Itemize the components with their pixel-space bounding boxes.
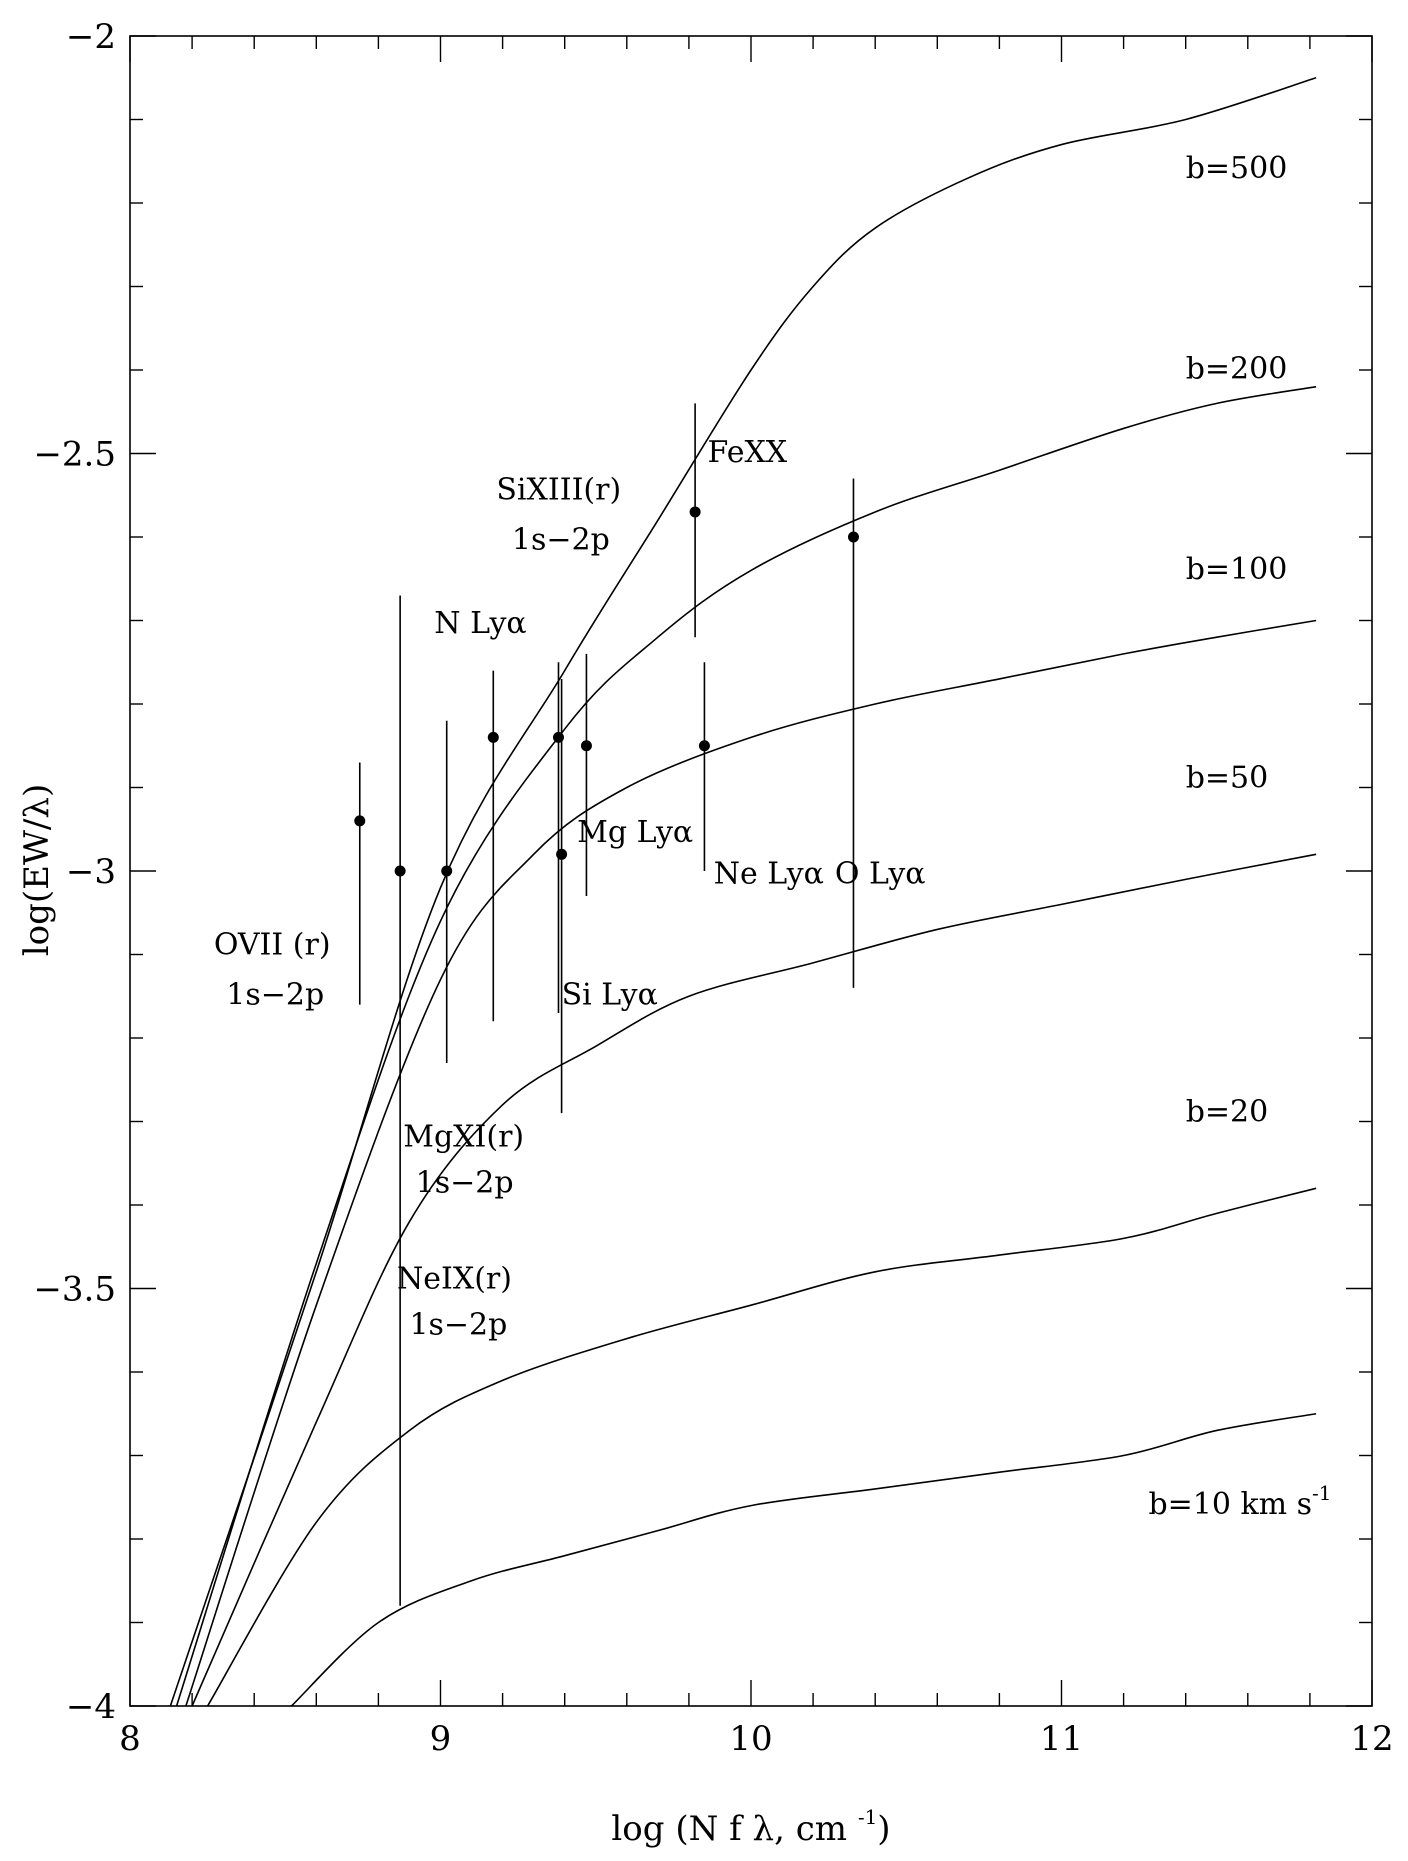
axis-ticks xyxy=(129,35,1373,1707)
data-point xyxy=(847,531,859,543)
data-points xyxy=(354,403,859,1606)
curve-labels: b=500 b=200 b=100 b=50 b=20 b=10 km s-1 xyxy=(1148,151,1331,1522)
curve-b-10-km-s-1 xyxy=(290,1412,1317,1707)
line-annotation: OVII (r) xyxy=(214,928,331,963)
curve-label: b=10 km s-1 xyxy=(1148,1481,1331,1522)
data-point xyxy=(394,865,406,877)
data-point xyxy=(441,865,453,877)
line-annotation: 1s−2p xyxy=(416,1165,514,1200)
y-tick-label: −2.5 xyxy=(33,435,116,475)
curve-b-20 xyxy=(206,1187,1317,1707)
curve-b-200 xyxy=(175,385,1317,1707)
x-tick-label: 8 xyxy=(119,1719,141,1759)
line-annotation: SiXIII(r) xyxy=(496,472,621,507)
x-tick-label: 11 xyxy=(1040,1719,1083,1759)
data-point xyxy=(556,848,568,860)
curve-label: b=500 xyxy=(1186,151,1288,186)
line-annotation: Si Lyα xyxy=(562,978,658,1013)
line-annotation: 1s−2p xyxy=(409,1307,507,1342)
x-tick-label: 12 xyxy=(1350,1719,1393,1759)
y-tick-label: −3.5 xyxy=(33,1270,116,1310)
data-point xyxy=(698,740,710,752)
curve-b-500 xyxy=(169,76,1317,1707)
line-annotation: O Lyα xyxy=(835,857,926,892)
data-point xyxy=(487,731,499,743)
curve-label: b=100 xyxy=(1186,552,1288,587)
curve-label: b=50 xyxy=(1186,761,1269,796)
line-annotation: Mg Lyα xyxy=(577,815,693,850)
curves xyxy=(169,76,1317,1707)
data-point xyxy=(580,740,592,752)
x-tick-label: 9 xyxy=(430,1719,452,1759)
y-tick-label: −4 xyxy=(66,1687,116,1727)
y-tick-label: −2 xyxy=(66,17,116,57)
curve-label: b=20 xyxy=(1186,1095,1269,1130)
line-annotation: MgXI(r) xyxy=(403,1120,524,1155)
x-tick-label: 10 xyxy=(729,1719,772,1759)
curve-b-50 xyxy=(191,853,1317,1707)
line-annotation: NeIX(r) xyxy=(397,1262,512,1297)
curve-b-100 xyxy=(185,619,1317,1707)
line-annotation: 1s−2p xyxy=(226,978,324,1013)
data-point xyxy=(689,506,701,518)
y-axis-label: log(EW/λ) xyxy=(17,784,57,956)
data-point xyxy=(354,815,366,827)
annotations: FeXX SiXIII(r) 1s−2p N Lyα Mg Lyα Ne Lyα O Lyα… xyxy=(214,435,926,1343)
line-annotation: Ne Lyα xyxy=(714,857,824,892)
x-axis-label: log (N f λ, cm -1) xyxy=(611,1805,890,1849)
line-annotation: 1s−2p xyxy=(512,523,610,558)
tick-labels: 8 9 10 11 12 −4 −3.5 −3 −2.5 −2 xyxy=(33,17,1393,1759)
line-annotation: N Lyα xyxy=(434,606,526,641)
y-tick-label: −3 xyxy=(66,852,116,892)
curve-label: b=200 xyxy=(1186,351,1288,386)
line-annotation: FeXX xyxy=(708,435,788,470)
